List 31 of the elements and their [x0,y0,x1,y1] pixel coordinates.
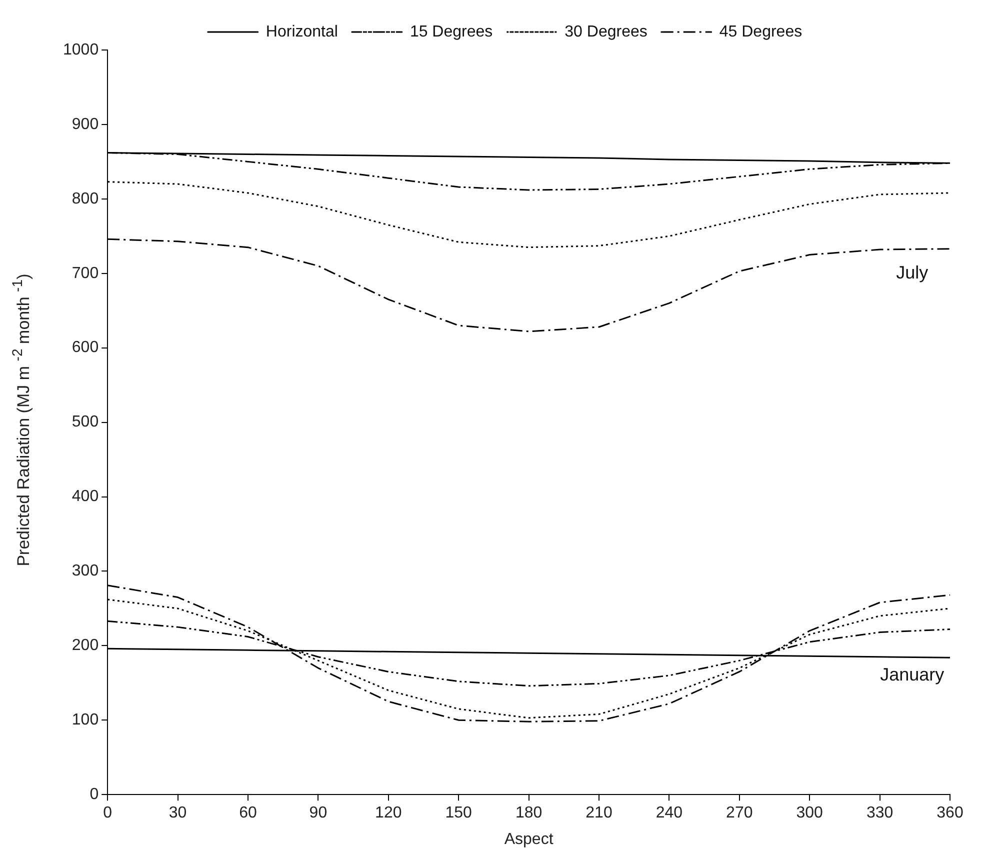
y-tick-label: 800 [72,190,99,208]
x-tick-label: 0 [103,804,112,822]
annotation: January [880,664,944,684]
x-tick-label: 330 [866,804,894,822]
x-tick-label: 360 [936,804,964,822]
y-tick-label: 700 [72,264,99,282]
legend-label: Horizontal [266,23,338,40]
legend-label: 45 Degrees [719,23,802,40]
y-tick-label: 400 [72,488,99,506]
y-tick-label: 300 [72,562,99,580]
legend-label: 30 Degrees [564,23,648,40]
x-tick-label: 120 [375,804,402,822]
y-tick-label: 0 [90,786,99,804]
x-tick-label: 210 [586,804,612,822]
y-tick-label: 1000 [63,41,99,58]
annotation: July [896,262,928,282]
x-tick-label: 300 [796,804,824,822]
x-tick-label: 60 [239,804,257,822]
x-tick-label: 150 [445,804,472,822]
x-tick-label: 30 [168,804,187,822]
x-tick-label: 180 [515,804,542,822]
y-tick-label: 900 [72,116,99,133]
y-tick-label: 600 [72,339,99,356]
x-axis-title: Aspect [504,830,554,848]
legend-label: 15 Degrees [410,23,493,40]
x-tick-label: 240 [656,804,683,822]
x-tick-label: 270 [726,804,753,822]
y-tick-label: 200 [72,637,99,654]
y-tick-label: 500 [72,414,99,431]
x-tick-label: 90 [309,804,328,822]
y-tick-label: 100 [72,712,99,729]
